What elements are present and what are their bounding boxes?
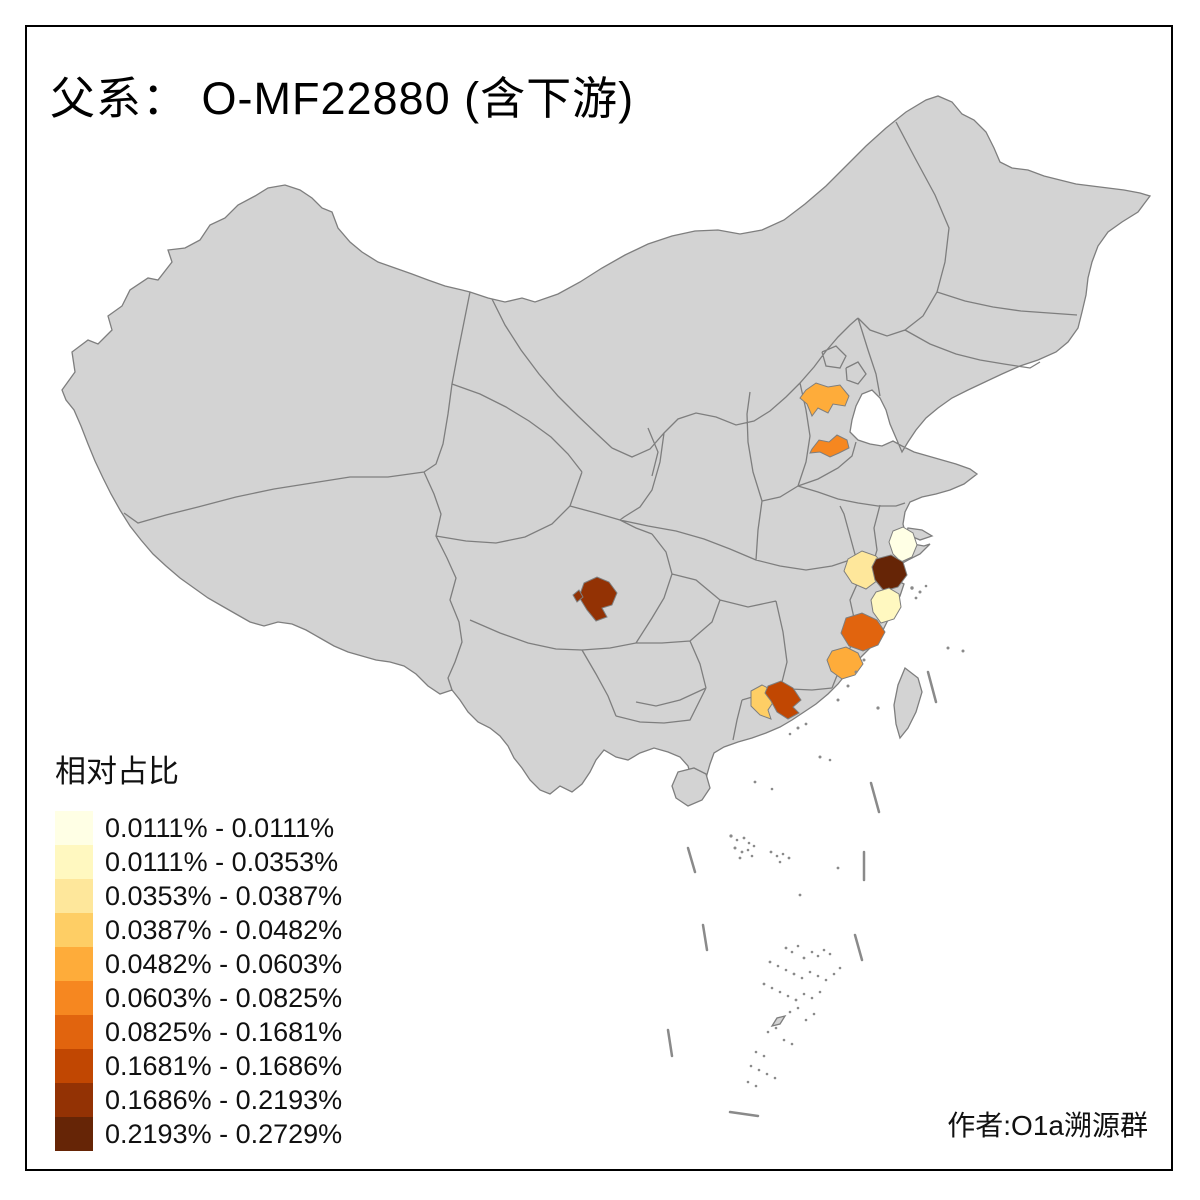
highlight-region-east-coast-south bbox=[840, 612, 886, 652]
highlight-region-southwest-basin-tail bbox=[572, 589, 584, 603]
legend-row: 0.0825% - 0.1681% bbox=[55, 1015, 342, 1049]
spratly-islet bbox=[770, 1014, 787, 1028]
legend-range-label: 0.1681% - 0.1686% bbox=[105, 1050, 343, 1081]
highlight-region-yangtze-delta-center bbox=[871, 554, 908, 592]
legend-color-swatch bbox=[55, 879, 93, 913]
highlight-region-southeast-coast bbox=[826, 646, 864, 680]
page-title: 父系： O-MF22880 (含下游) bbox=[50, 73, 635, 124]
taiwan-island bbox=[893, 666, 923, 740]
legend-row: 0.0111% - 0.0353% bbox=[55, 845, 342, 879]
legend-range-label: 0.0825% - 0.1681% bbox=[105, 1016, 343, 1047]
highlight-region-southwest-basin bbox=[578, 576, 618, 622]
sea-islets bbox=[729, 584, 965, 1088]
highlight-region-pearl-delta-east bbox=[764, 680, 802, 720]
mainland-outline bbox=[61, 95, 1152, 795]
legend-title: 相对占比 bbox=[55, 754, 179, 789]
legend-range-label: 0.2193% - 0.2729% bbox=[105, 1118, 343, 1149]
legend-range-label: 0.0111% - 0.0353% bbox=[105, 846, 339, 877]
legend-range-label: 0.0482% - 0.0603% bbox=[105, 948, 343, 979]
nine-dash-line-segments bbox=[666, 670, 938, 1118]
highlight-region-north-china-upper bbox=[799, 382, 850, 417]
legend-row: 0.0482% - 0.0603% bbox=[55, 947, 342, 981]
legend-row: 0.0111% - 0.0111% bbox=[55, 811, 342, 845]
legend-color-swatch bbox=[55, 1083, 93, 1117]
legend: 相对占比 0.0111% - 0.0111% 0.0111% - 0.0353% 0… bbox=[55, 746, 342, 1151]
legend-color-swatch bbox=[55, 845, 93, 879]
legend-color-swatch bbox=[55, 811, 93, 845]
legend-row: 0.2193% - 0.2729% bbox=[55, 1117, 342, 1151]
hainan-island bbox=[671, 767, 711, 807]
legend-color-swatch bbox=[55, 1117, 93, 1151]
legend-row: 0.1686% - 0.2193% bbox=[55, 1083, 342, 1117]
legend-range-label: 0.0111% - 0.0111% bbox=[105, 812, 335, 843]
legend-color-swatch bbox=[55, 1049, 93, 1083]
legend-range-label: 0.0353% - 0.0387% bbox=[105, 880, 343, 911]
legend-range-label: 0.1686% - 0.2193% bbox=[105, 1084, 343, 1115]
legend-row: 0.0353% - 0.0387% bbox=[55, 879, 342, 913]
legend-row: 0.0603% - 0.0825% bbox=[55, 981, 342, 1015]
legend-color-swatch bbox=[55, 913, 93, 947]
legend-range-label: 0.0603% - 0.0825% bbox=[105, 982, 343, 1013]
province-borders bbox=[123, 121, 1078, 741]
highlight-region-yangtze-delta-north bbox=[888, 526, 918, 563]
author-credit: 作者:O1a溯源群 bbox=[947, 1110, 1148, 1141]
legend-color-swatch bbox=[55, 1015, 93, 1049]
highlight-region-north-china-lower bbox=[809, 434, 850, 458]
legend-row: 0.1681% - 0.1686% bbox=[55, 1049, 342, 1083]
legend-range-label: 0.0387% - 0.0482% bbox=[105, 914, 343, 945]
legend-color-swatch bbox=[55, 947, 93, 981]
legend-rows: 0.0111% - 0.0111% 0.0111% - 0.0353% 0.0353… bbox=[55, 811, 342, 1151]
highlight-region-east-coast-mid bbox=[870, 587, 902, 624]
highlighted-prefectures bbox=[572, 382, 918, 720]
legend-row: 0.0387% - 0.0482% bbox=[55, 913, 342, 947]
legend-color-swatch bbox=[55, 981, 93, 1015]
